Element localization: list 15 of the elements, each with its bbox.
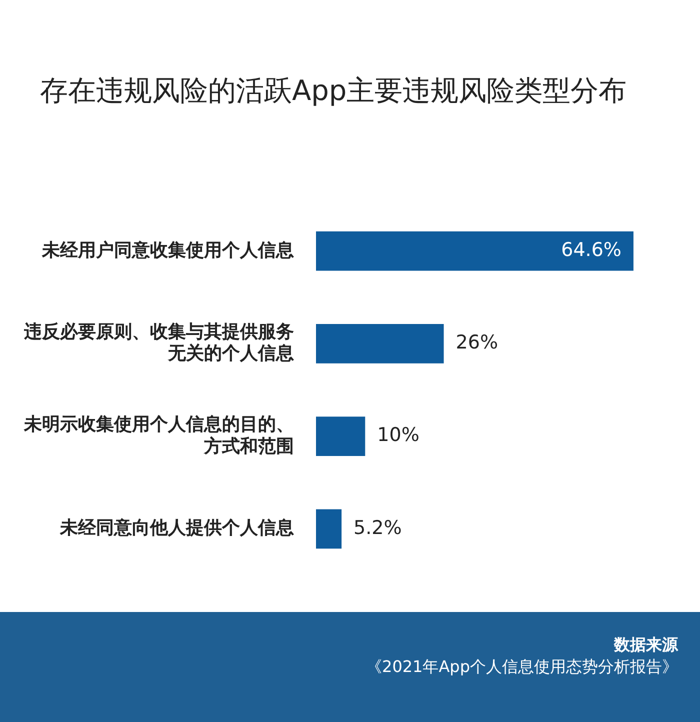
text: 数据来源 bbox=[612, 634, 678, 656]
data-label: 26% bbox=[456, 332, 498, 354]
bar bbox=[316, 509, 342, 549]
y-tick-label: 违反必要原则、收集与其提供服务无关的个人信息 bbox=[23, 322, 294, 364]
data-label: 10% bbox=[377, 424, 420, 446]
bar bbox=[316, 324, 444, 364]
text: 《2021年App个人信息使用态势分析报告》 bbox=[366, 656, 678, 678]
bar bbox=[316, 416, 366, 456]
chart-title: 存在违规风险的活跃App主要违规风险类型分布 bbox=[40, 73, 628, 109]
y-tick-label: 未明示收集使用个人信息的目的、方式和范围 bbox=[23, 414, 294, 457]
y-tick-label: 未经用户同意收集使用个人信息 bbox=[41, 240, 294, 261]
data-label: 64.6% bbox=[561, 239, 622, 262]
bar bbox=[316, 231, 634, 271]
data-label: 5.2% bbox=[354, 516, 402, 539]
y-tick-label: 未经同意向他人提供个人信息 bbox=[59, 518, 294, 539]
